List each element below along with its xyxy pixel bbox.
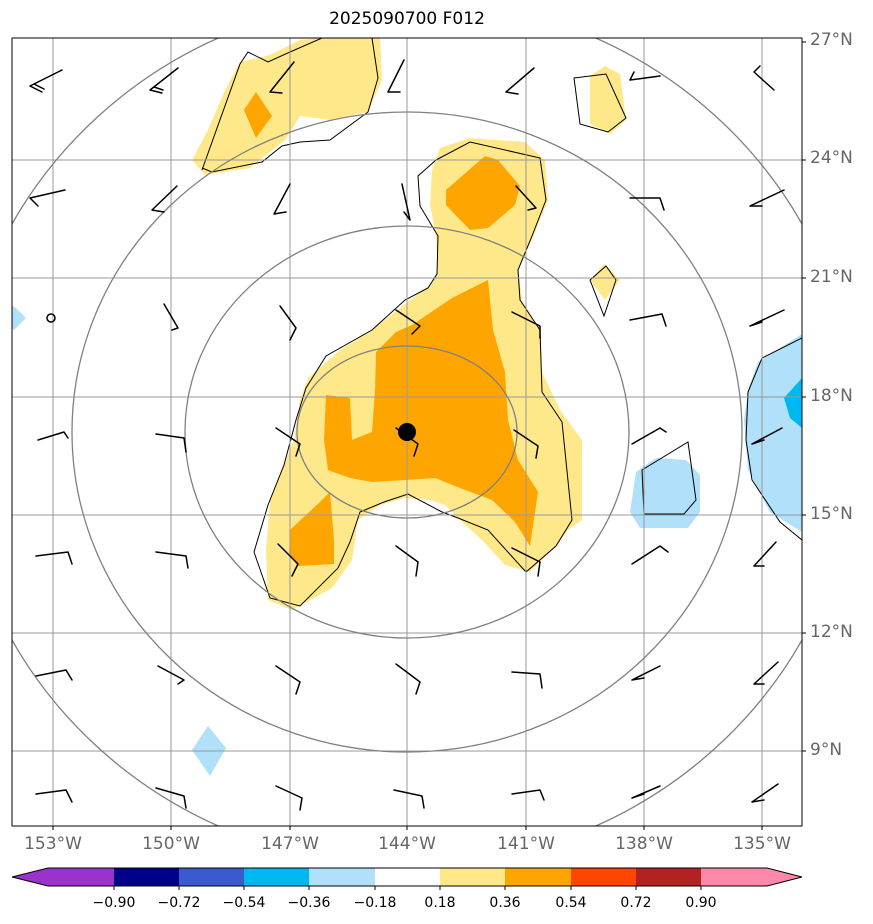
- lon-label-141w: 141°W: [497, 834, 555, 854]
- wind-barb: [401, 183, 411, 221]
- colorbar-bin: [375, 868, 440, 886]
- wind-barb: [629, 197, 665, 211]
- wind-barb: [155, 433, 187, 453]
- wind-barb: [749, 309, 785, 327]
- wind-barb: [749, 189, 785, 207]
- wind-barb: [393, 789, 425, 809]
- wind-barb: [149, 67, 179, 94]
- wind-barb: [155, 551, 189, 569]
- wind-barb: [753, 541, 777, 567]
- colorbar-under-arrow: [12, 868, 48, 886]
- wind-barb: [629, 313, 667, 327]
- colorbar-bin: [440, 868, 505, 886]
- colorbar-label: −0.54: [222, 895, 266, 911]
- colorbar-label: 0.54: [555, 895, 587, 911]
- colorbar-ticks: [113, 886, 702, 890]
- colorbar-label: 0.18: [424, 895, 456, 911]
- colorbar-label: −0.72: [157, 895, 201, 911]
- wind-barb: [511, 671, 543, 689]
- wind-barb: [37, 431, 69, 441]
- lon-label-138w: 138°W: [615, 834, 673, 854]
- colorbar-bin: [114, 868, 179, 886]
- colorbar-bin: [505, 868, 571, 886]
- wind-barb: [753, 661, 779, 685]
- colorbar-outline: [11, 867, 803, 887]
- range-ring-6deg: [184, 225, 630, 639]
- wind-barb: [751, 783, 779, 803]
- lon-label-144w: 144°W: [378, 834, 436, 854]
- lon-label-147w: 147°W: [261, 834, 319, 854]
- wind-barb: [163, 303, 179, 331]
- wind-barb: [157, 665, 185, 685]
- lat-label-24n: 24°N: [810, 148, 853, 168]
- colorbar-bin: [48, 868, 114, 886]
- wind-barb: [515, 185, 537, 211]
- colorbar-bin: [701, 868, 767, 886]
- wind-barb: [29, 189, 66, 207]
- lat-label-9n: 9°N: [810, 740, 843, 760]
- wind-barb: [273, 183, 291, 215]
- lon-label-135w: 135°W: [733, 834, 791, 854]
- wind-barb: [275, 665, 301, 695]
- colorbar-bin: [179, 868, 244, 886]
- lat-label-15n: 15°N: [810, 504, 853, 524]
- wind-barb: [631, 545, 669, 565]
- wind-barb: [751, 427, 783, 445]
- wind-barb: [513, 429, 539, 459]
- wind-barb: [631, 785, 661, 799]
- wind-barb: [279, 305, 297, 341]
- lon-label-153w: 153°W: [24, 834, 82, 854]
- colorbar-label: 0.90: [685, 895, 717, 911]
- wind-barb: [35, 789, 73, 803]
- wind-barb: [631, 427, 667, 445]
- negative-shading-blue: [784, 378, 802, 428]
- colorbar-label: −0.90: [92, 895, 136, 911]
- colorbar-bin: [309, 868, 375, 886]
- lat-label-18n: 18°N: [810, 386, 853, 406]
- wind-barb: [387, 59, 405, 93]
- colorbar-over-arrow: [767, 868, 802, 886]
- wind-barb: [277, 543, 299, 577]
- positive-shading-orange: [244, 92, 538, 566]
- storm-center-marker: [398, 423, 416, 441]
- colorbar: [11, 867, 803, 890]
- lon-label-150w: 150°W: [142, 834, 200, 854]
- wind-barb: [35, 669, 73, 681]
- wind-barb: [275, 427, 301, 457]
- wind-barb: [511, 547, 541, 577]
- map-title: 2025090700 F012: [329, 9, 485, 29]
- wind-barb: [629, 71, 661, 81]
- map-plot-area: [12, 38, 802, 826]
- lat-label-12n: 12°N: [810, 622, 853, 642]
- wind-barb: [395, 663, 421, 695]
- wind-barb: [35, 551, 73, 565]
- colorbar-bin: [571, 868, 636, 886]
- colorbar-label: −0.36: [287, 895, 331, 911]
- wind-barb: [269, 61, 295, 94]
- colorbar-label: −0.18: [353, 895, 397, 911]
- wind-barb: [753, 65, 775, 91]
- calm-wind-circle: [46, 313, 56, 323]
- grid-lines: [12, 38, 802, 826]
- wind-barb: [511, 789, 545, 801]
- colorbar-label: 0.36: [489, 895, 521, 911]
- wind-barb: [155, 787, 187, 809]
- wind-barb: [395, 309, 421, 335]
- wind-barb: [631, 665, 661, 681]
- colorbar-bin: [244, 868, 309, 886]
- wind-barb: [275, 785, 303, 811]
- wind-barb: [511, 311, 541, 339]
- axis-ticks: [52, 41, 806, 830]
- range-ring-9deg: [71, 111, 743, 753]
- lat-label-21n: 21°N: [810, 267, 853, 287]
- wind-barb: [505, 67, 535, 95]
- wind-barb: [29, 69, 63, 93]
- wind-barbs: [29, 59, 785, 811]
- colorbar-bin: [636, 868, 701, 886]
- wind-barb: [395, 545, 419, 577]
- colorbar-label: 0.72: [620, 895, 652, 911]
- wind-barb: [151, 185, 178, 213]
- lat-label-27n: 27°N: [810, 30, 853, 50]
